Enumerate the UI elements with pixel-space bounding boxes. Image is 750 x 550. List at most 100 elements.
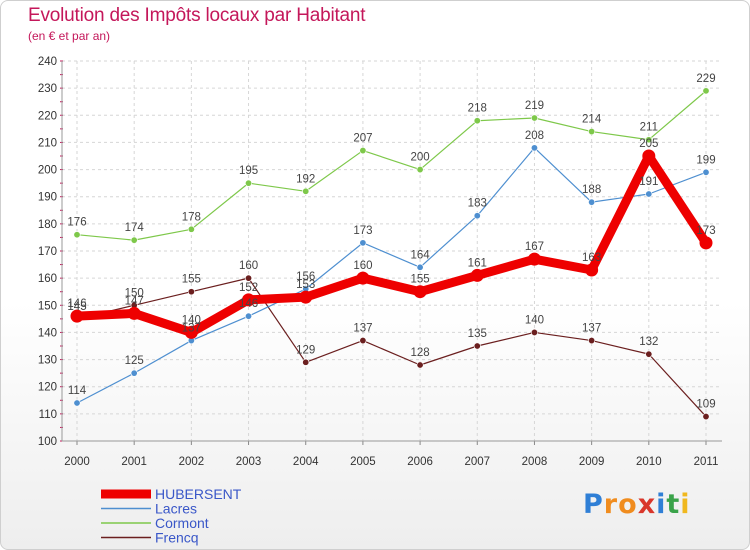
series-layer — [70, 87, 713, 421]
point-hubersent-2006 — [413, 285, 427, 299]
logo-letter: i — [656, 489, 667, 520]
point-hubersent-2011 — [699, 236, 713, 250]
point-frencq-2011 — [702, 413, 710, 421]
data-labels-layer: 146 147 140 152 153 160 155 161 167 163 205 173 114 1… — [67, 73, 715, 411]
point-cormont-2004 — [302, 187, 310, 195]
point-cormont-2008 — [530, 114, 538, 122]
chart-subtitle: (en € et par an) — [28, 29, 111, 43]
x-tick-label-2007: 2007 — [464, 456, 490, 468]
logo-letter: r — [603, 489, 619, 520]
label-frencq-2008: 140 — [525, 314, 544, 326]
y-tick-label-120: 120 — [38, 382, 57, 394]
label-frencq-2007: 135 — [468, 328, 487, 340]
point-hubersent-2000 — [70, 309, 84, 323]
x-tick-label-2002: 2002 — [179, 456, 205, 468]
point-cormont-2011 — [702, 87, 710, 95]
label-lacres-2005: 173 — [353, 225, 372, 237]
logo-letter: o — [618, 489, 638, 520]
point-cormont-2007 — [473, 117, 481, 125]
point-cormont-2002 — [187, 225, 195, 233]
y-tick-label-100: 100 — [38, 436, 57, 448]
x-tick-label-2009: 2009 — [579, 456, 605, 468]
y-tick-label-130: 130 — [38, 355, 57, 367]
label-hubersent-2008: 167 — [525, 241, 544, 253]
label-cormont-2003: 195 — [239, 165, 258, 177]
label-frencq-2006: 128 — [410, 347, 429, 359]
label-frencq-2003: 160 — [239, 260, 258, 272]
y-tick-label-210: 210 — [38, 137, 57, 149]
label-lacres-2009: 188 — [582, 184, 601, 196]
label-cormont-2001: 174 — [125, 222, 145, 234]
legend-label-lacres: Lacres — [155, 501, 197, 517]
label-cormont-2004: 192 — [296, 173, 315, 185]
x-tick-label-2003: 2003 — [236, 456, 262, 468]
x-tick-label-2011: 2011 — [694, 456, 719, 468]
x-tick-label-2005: 2005 — [350, 456, 376, 468]
series-line-hubersent — [72, 151, 711, 337]
point-hubersent-2008 — [527, 252, 541, 266]
point-lacres-2011 — [702, 168, 710, 176]
y-tick-label-190: 190 — [38, 192, 57, 204]
point-lacres-2001 — [130, 369, 138, 377]
x-tick-label-2001: 2001 — [121, 456, 147, 468]
label-hubersent-2004: 153 — [296, 279, 315, 291]
point-cormont-2001 — [130, 236, 138, 244]
label-cormont-2000: 176 — [67, 217, 86, 229]
point-hubersent-2002 — [184, 325, 198, 339]
label-hubersent-2010: 205 — [639, 138, 658, 150]
label-cormont-2005: 207 — [353, 133, 372, 145]
y-tick-label-150: 150 — [38, 300, 57, 312]
label-hubersent-2006: 155 — [410, 274, 429, 286]
y-tick-label-220: 220 — [38, 110, 57, 122]
point-lacres-2003 — [245, 312, 253, 320]
label-frencq-2004: 129 — [296, 344, 315, 356]
x-tick-label-2004: 2004 — [293, 456, 319, 468]
label-cormont-2008: 219 — [525, 100, 544, 112]
y-tick-label-180: 180 — [38, 219, 57, 231]
point-lacres-2000 — [73, 399, 81, 407]
label-frencq-2010: 132 — [639, 336, 658, 348]
point-frencq-2005 — [359, 337, 367, 345]
label-hubersent-2003: 152 — [239, 282, 258, 294]
label-lacres-2008: 208 — [525, 130, 544, 142]
point-lacres-2007 — [473, 212, 481, 220]
point-hubersent-2004 — [299, 290, 313, 304]
point-cormont-2010 — [645, 136, 653, 144]
point-frencq-2004 — [302, 358, 310, 366]
label-cormont-2002: 178 — [182, 211, 201, 223]
label-hubersent-2011: 173 — [696, 225, 715, 237]
y-tick-label-160: 160 — [38, 273, 57, 285]
y-tick-label-240: 240 — [38, 56, 57, 68]
point-frencq-2009 — [588, 337, 596, 345]
legend-label-hubersent: HUBERSENT — [155, 486, 242, 502]
point-cormont-2003 — [245, 179, 253, 187]
point-lacres-2008 — [530, 144, 538, 152]
point-frencq-2007 — [473, 342, 481, 350]
y-tick-label-170: 170 — [38, 246, 57, 258]
x-tick-label-2010: 2010 — [636, 456, 662, 468]
label-hubersent-2005: 160 — [353, 260, 372, 272]
label-frencq-2000: 145 — [67, 301, 86, 313]
x-tick-label-2008: 2008 — [522, 456, 548, 468]
label-cormont-2010: 211 — [640, 122, 658, 134]
legend-label-cormont: Cormont — [155, 515, 209, 531]
point-frencq-2010 — [645, 350, 653, 358]
label-frencq-2005: 137 — [353, 323, 372, 335]
point-cormont-2000 — [73, 231, 81, 239]
label-hubersent-2002: 140 — [182, 314, 201, 326]
legend-label-frencq: Frencq — [155, 530, 199, 546]
label-frencq-2002: 155 — [182, 274, 201, 286]
label-frencq-2001: 150 — [125, 287, 144, 299]
label-cormont-2009: 214 — [582, 114, 602, 126]
point-cormont-2006 — [416, 166, 424, 174]
point-cormont-2005 — [359, 147, 367, 155]
point-hubersent-2003 — [242, 293, 256, 307]
label-cormont-2006: 200 — [410, 152, 429, 164]
proxiti-logo: Proxiti — [583, 489, 691, 520]
label-hubersent-2007: 161 — [468, 257, 487, 269]
label-lacres-2010: 191 — [639, 176, 658, 188]
label-lacres-2011: 199 — [696, 154, 715, 166]
logo-letter: x — [637, 489, 657, 520]
point-hubersent-2010 — [642, 149, 656, 163]
